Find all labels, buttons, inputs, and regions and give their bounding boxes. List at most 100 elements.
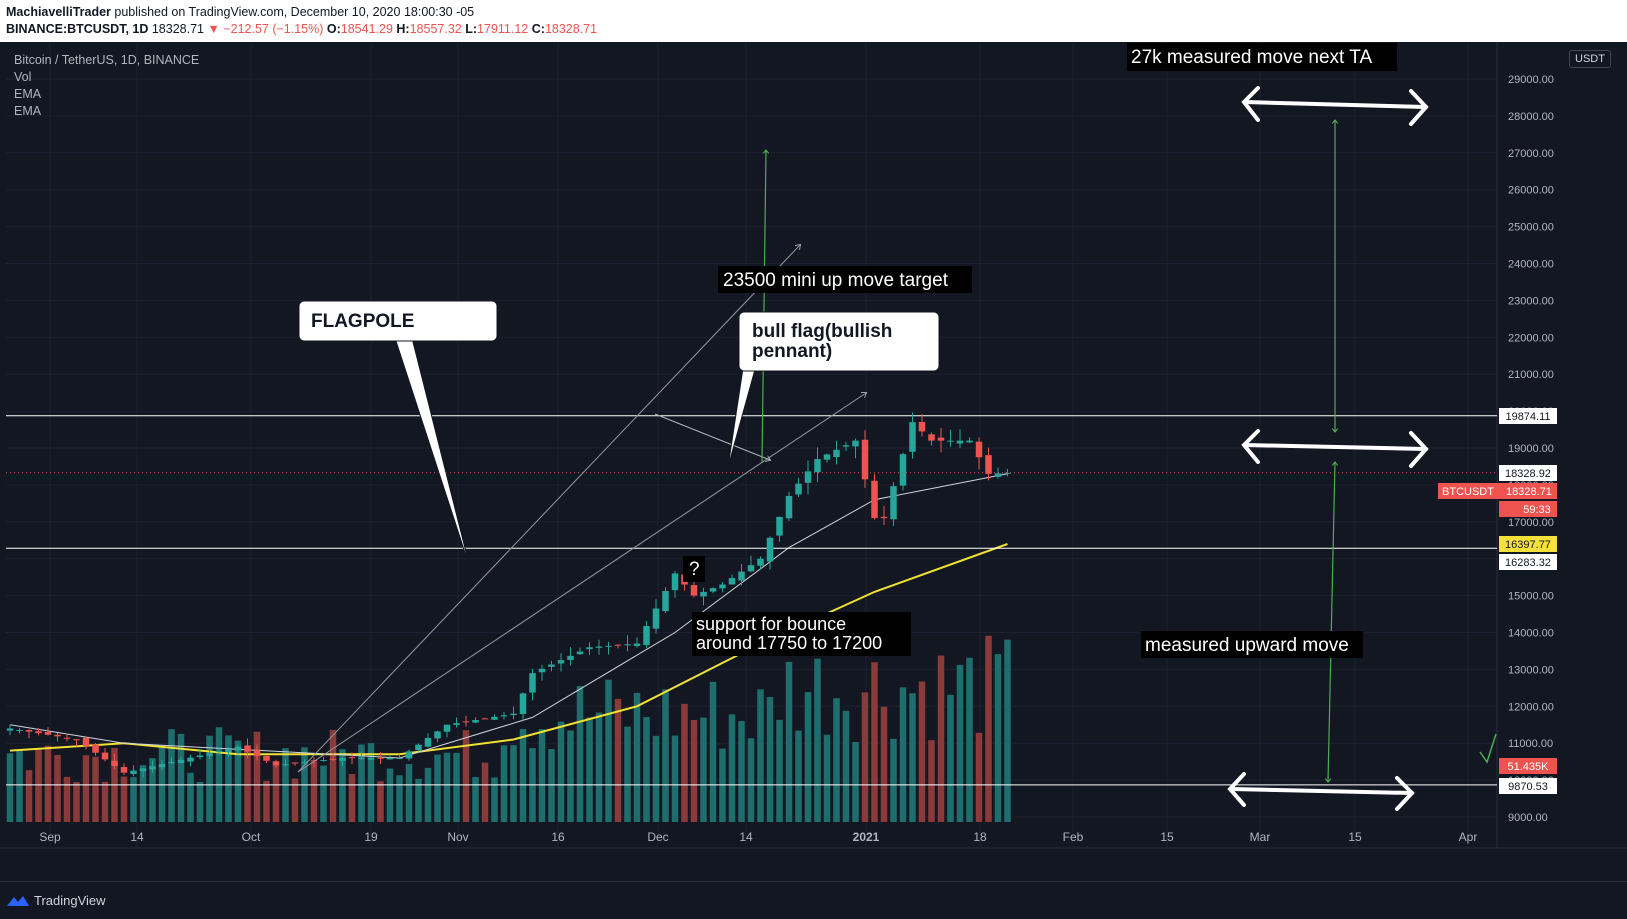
candle xyxy=(994,467,1002,479)
candle xyxy=(823,453,831,463)
mini-target-label: 23500 mini up move target xyxy=(723,270,949,291)
volume-bar xyxy=(320,765,327,822)
currency-unit-button[interactable]: USDT xyxy=(1569,50,1611,68)
candle-body xyxy=(890,486,897,520)
close-value: 18328.71 xyxy=(544,22,598,36)
legend-ema-2[interactable]: EMA xyxy=(14,104,42,118)
volume-bar xyxy=(358,744,365,822)
candle-body xyxy=(956,440,964,444)
candle-body xyxy=(263,755,270,761)
candle xyxy=(814,447,821,483)
pennant-upper-line xyxy=(654,413,770,460)
candle xyxy=(386,754,394,760)
legend-ema-1[interactable]: EMA xyxy=(14,87,42,101)
candle-body xyxy=(339,757,346,761)
time-axis[interactable]: Sep 14 Oct 19 Nov 16 Dec 14 2021 18 Feb 15 Mar 15 Apr xyxy=(39,830,1477,844)
candle xyxy=(757,556,764,570)
candle xyxy=(510,706,517,720)
price-tick-label: 23000.00 xyxy=(1508,295,1554,307)
candle xyxy=(462,715,470,727)
time-tick-label: Sep xyxy=(39,830,61,844)
candle-body xyxy=(63,737,71,739)
candle-body xyxy=(614,644,622,646)
candle-body xyxy=(766,537,774,562)
candle xyxy=(481,717,489,720)
volume-value-label: 51.435K xyxy=(1508,761,1550,773)
candle xyxy=(605,641,612,655)
volume-bar xyxy=(63,776,71,822)
volume-bar xyxy=(804,692,812,822)
candle-body xyxy=(320,760,327,762)
volume-bar xyxy=(842,710,850,822)
candle xyxy=(139,767,147,778)
candle-body xyxy=(491,716,498,720)
candle xyxy=(348,752,356,765)
volume-bar xyxy=(139,765,147,822)
volume-bar xyxy=(576,686,584,822)
candle xyxy=(177,756,185,764)
close-label: C: xyxy=(531,22,545,36)
volume-bar xyxy=(472,777,479,822)
candle xyxy=(92,742,99,756)
flagpole-callout-tail xyxy=(394,337,471,569)
candle-body xyxy=(576,651,584,655)
volume-bar xyxy=(671,735,679,822)
candle-body xyxy=(462,721,470,723)
candle-body xyxy=(861,439,869,480)
candle xyxy=(519,692,527,722)
time-tick-label: Dec xyxy=(647,830,668,844)
volume-bar xyxy=(130,777,137,822)
legend-symbol-title[interactable]: Bitcoin / TetherUS, 1D, BINANCE xyxy=(14,53,200,67)
candle xyxy=(804,460,812,495)
legend-volume[interactable]: Vol xyxy=(14,70,32,84)
volume-bar xyxy=(757,689,764,822)
volume-bar xyxy=(92,756,99,822)
candle xyxy=(595,639,603,655)
author-name[interactable]: MachiavelliTrader xyxy=(6,5,111,19)
candle-body xyxy=(206,753,213,756)
volume-bar xyxy=(595,712,603,822)
price-axis[interactable]: 29000.00 28000.00 27000.00 26000.00 25000.00… xyxy=(1508,74,1554,824)
time-tick-label: 16 xyxy=(551,830,565,844)
volume-bar xyxy=(690,720,698,822)
ema-long-line xyxy=(9,543,1008,756)
horizontal-levels xyxy=(6,415,1497,786)
candle xyxy=(785,491,793,522)
candle xyxy=(918,414,926,437)
candle xyxy=(643,621,650,649)
volume-bar xyxy=(54,754,61,822)
candle xyxy=(415,743,422,752)
publish-info: published on TradingView.com, December 1… xyxy=(114,5,475,19)
candle xyxy=(234,744,242,757)
candle xyxy=(529,668,536,701)
candle-body xyxy=(111,760,118,767)
time-tick-label: Apr xyxy=(1459,830,1478,844)
candle-body xyxy=(557,660,565,664)
candle-body xyxy=(652,608,660,629)
time-tick-label: 14 xyxy=(739,830,753,844)
tradingview-brand[interactable]: TradingView xyxy=(6,893,106,908)
volume-bar xyxy=(206,735,213,822)
candle xyxy=(434,730,441,743)
candle-body xyxy=(529,673,536,693)
candle-body xyxy=(833,449,840,458)
candle xyxy=(339,756,346,766)
candle xyxy=(263,755,270,763)
candle xyxy=(890,482,897,526)
candle-body xyxy=(928,434,935,441)
candle-body xyxy=(244,745,251,752)
volume-bar xyxy=(491,777,498,822)
candle-body xyxy=(899,454,907,486)
candle xyxy=(73,738,80,747)
candle-body xyxy=(301,762,308,764)
candle xyxy=(576,647,584,655)
time-tick-label: 14 xyxy=(130,830,144,844)
question-mark: ? xyxy=(689,559,700,580)
candle-body xyxy=(690,585,698,596)
candle-body xyxy=(177,759,185,764)
time-tick-label: 2021 xyxy=(853,830,880,844)
candle-body xyxy=(823,454,831,460)
candle xyxy=(44,727,52,736)
candle-body xyxy=(662,590,669,612)
